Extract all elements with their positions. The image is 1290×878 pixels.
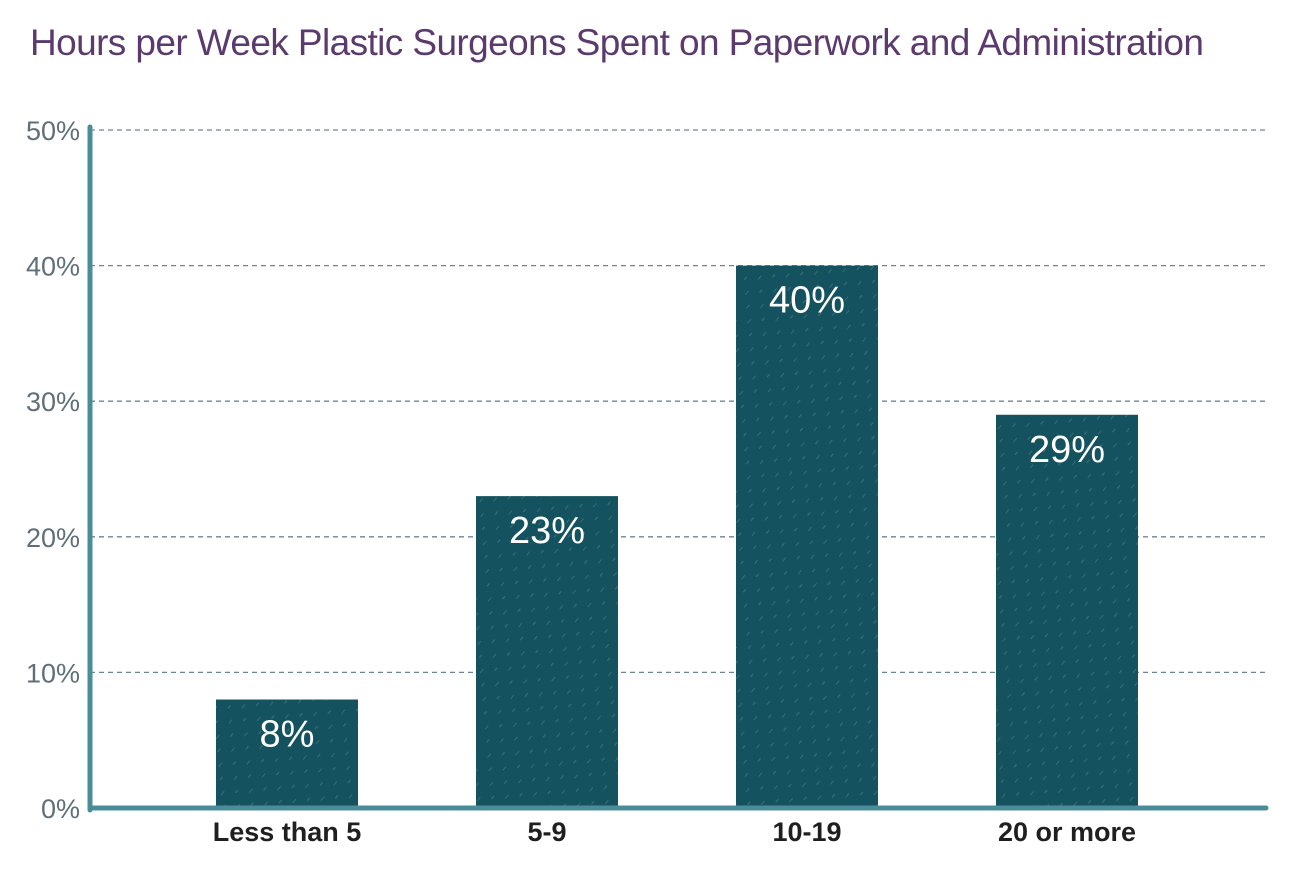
y-tick-label: 50% — [26, 116, 80, 146]
axes — [87, 124, 1269, 813]
y-tick-label: 0% — [41, 794, 80, 824]
bar-texture — [476, 496, 618, 808]
bar-texture — [736, 265, 878, 809]
labels: 0% 10% 20% 30% 40% 50% 8% Less than 5 23% 5-9 40% 1… — [26, 116, 1136, 847]
data-label: 29% — [1029, 429, 1105, 471]
y-tick-label: 20% — [26, 523, 80, 553]
data-label: 23% — [509, 510, 585, 552]
bar-texture — [996, 414, 1138, 808]
x-category-label: 10-19 — [772, 817, 841, 847]
x-category-label: Less than 5 — [213, 817, 362, 847]
bars — [216, 265, 1138, 809]
x-category-label: 5-9 — [527, 817, 566, 847]
chart-title: Hours per Week Plastic Surgeons Spent on… — [30, 22, 1204, 63]
y-tick-label: 10% — [26, 658, 80, 688]
data-label: 40% — [769, 280, 845, 322]
y-tick-label: 30% — [26, 387, 80, 417]
y-tick-label: 40% — [26, 252, 80, 282]
data-label: 8% — [260, 714, 315, 756]
gridlines — [90, 129, 1266, 674]
x-category-label: 20 or more — [998, 817, 1136, 847]
bar-texture — [216, 699, 358, 808]
